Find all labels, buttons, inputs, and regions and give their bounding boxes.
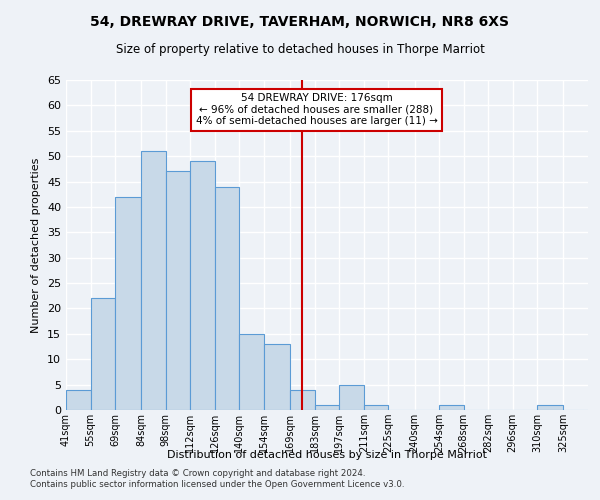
Bar <box>215 186 239 410</box>
Text: 54 DREWRAY DRIVE: 176sqm
← 96% of detached houses are smaller (288)
4% of semi-d: 54 DREWRAY DRIVE: 176sqm ← 96% of detach… <box>196 93 437 126</box>
Text: Contains HM Land Registry data © Crown copyright and database right 2024.: Contains HM Land Registry data © Crown c… <box>30 468 365 477</box>
Text: Contains public sector information licensed under the Open Government Licence v3: Contains public sector information licen… <box>30 480 404 489</box>
Bar <box>439 405 464 410</box>
Bar <box>91 298 115 410</box>
Bar <box>239 334 264 410</box>
Bar <box>315 405 339 410</box>
Y-axis label: Number of detached properties: Number of detached properties <box>31 158 41 332</box>
Bar <box>66 390 91 410</box>
Bar <box>264 344 290 410</box>
Text: Distribution of detached houses by size in Thorpe Marriot: Distribution of detached houses by size … <box>167 450 487 460</box>
Bar <box>537 405 563 410</box>
Bar <box>166 172 190 410</box>
Bar <box>115 197 142 410</box>
Text: 54, DREWRAY DRIVE, TAVERHAM, NORWICH, NR8 6XS: 54, DREWRAY DRIVE, TAVERHAM, NORWICH, NR… <box>91 15 509 29</box>
Bar <box>142 151 166 410</box>
Bar <box>364 405 388 410</box>
Bar <box>190 161 215 410</box>
Bar <box>290 390 315 410</box>
Text: Size of property relative to detached houses in Thorpe Marriot: Size of property relative to detached ho… <box>116 42 484 56</box>
Bar <box>339 384 364 410</box>
